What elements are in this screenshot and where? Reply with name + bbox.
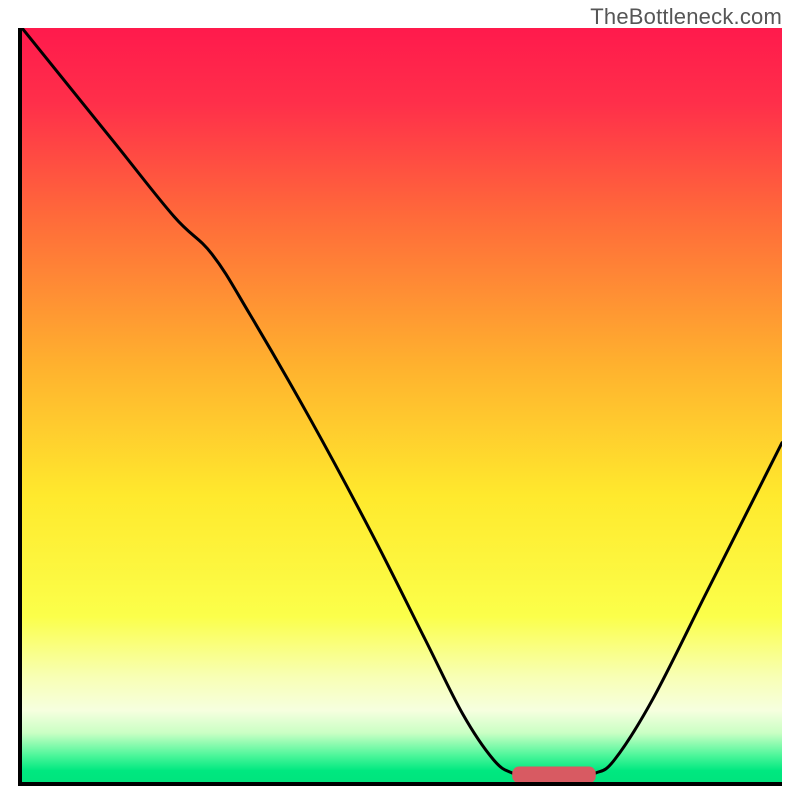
root: TheBottleneck.com [0, 0, 800, 800]
plot-svg [22, 28, 782, 782]
optimal-marker [512, 767, 596, 782]
plot-frame [18, 28, 782, 786]
watermark-text: TheBottleneck.com [590, 4, 782, 30]
